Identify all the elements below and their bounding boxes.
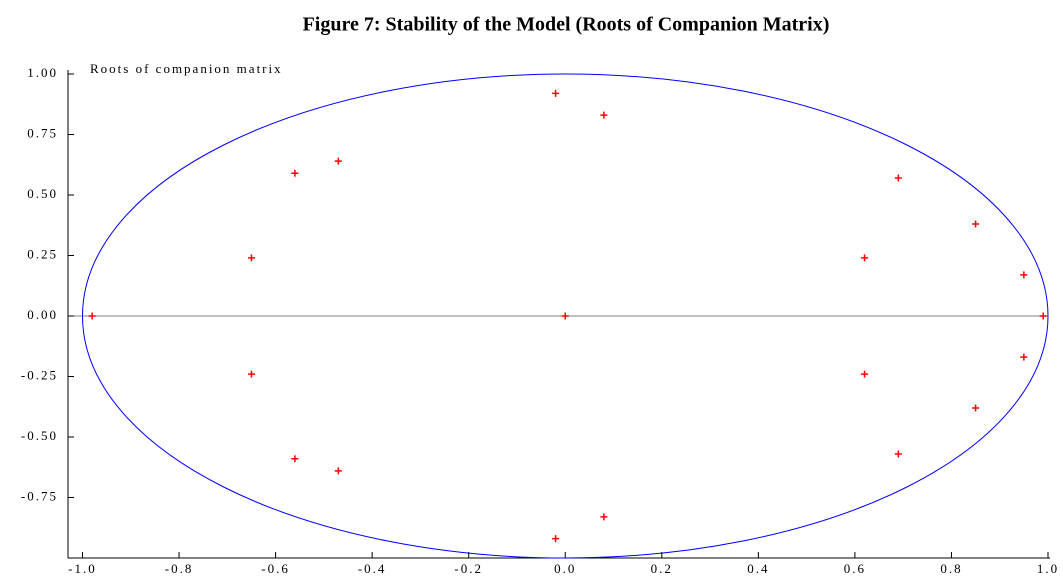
point bbox=[861, 254, 869, 262]
point bbox=[1039, 312, 1047, 320]
x-tick-label: 0.0 bbox=[554, 561, 576, 576]
point bbox=[1020, 271, 1028, 279]
x-tick-label: 0.4 bbox=[747, 561, 769, 576]
point bbox=[247, 254, 255, 262]
point bbox=[861, 370, 869, 378]
x-tick-label: -1.0 bbox=[68, 561, 97, 576]
point bbox=[334, 157, 342, 165]
point bbox=[334, 467, 342, 475]
point bbox=[291, 169, 299, 177]
point bbox=[1020, 353, 1028, 361]
point bbox=[291, 455, 299, 463]
x-tick-label: 0.2 bbox=[651, 561, 673, 576]
x-tick-label: 0.8 bbox=[940, 561, 962, 576]
point bbox=[88, 312, 96, 320]
chart-title: Figure 7: Stability of the Model (Roots … bbox=[303, 14, 830, 36]
point bbox=[561, 312, 569, 320]
x-tick-label: -0.4 bbox=[358, 561, 387, 576]
x-tick-label: -0.6 bbox=[261, 561, 290, 576]
point bbox=[247, 370, 255, 378]
point bbox=[972, 404, 980, 412]
annotation: Roots of companion matrix bbox=[90, 61, 283, 76]
point bbox=[972, 220, 980, 228]
point bbox=[600, 111, 608, 119]
point bbox=[552, 535, 560, 543]
point bbox=[894, 450, 902, 458]
y-tick-label: 0.50 bbox=[27, 186, 58, 201]
point bbox=[600, 513, 608, 521]
point bbox=[894, 174, 902, 182]
x-tick-label: 0.6 bbox=[844, 561, 866, 576]
x-tick-label: 1.0 bbox=[1037, 561, 1059, 576]
y-tick-label: -0.75 bbox=[21, 488, 58, 503]
point bbox=[552, 89, 560, 97]
y-tick-label: 1.00 bbox=[27, 65, 58, 80]
y-tick-label: -0.50 bbox=[21, 428, 58, 443]
y-tick-label: 0.00 bbox=[27, 307, 58, 322]
y-tick-label: -0.25 bbox=[21, 367, 58, 382]
y-tick-label: 0.75 bbox=[27, 125, 58, 140]
x-tick-label: -0.2 bbox=[454, 561, 483, 576]
y-tick-label: 0.25 bbox=[27, 246, 58, 261]
x-tick-label: -0.8 bbox=[165, 561, 194, 576]
